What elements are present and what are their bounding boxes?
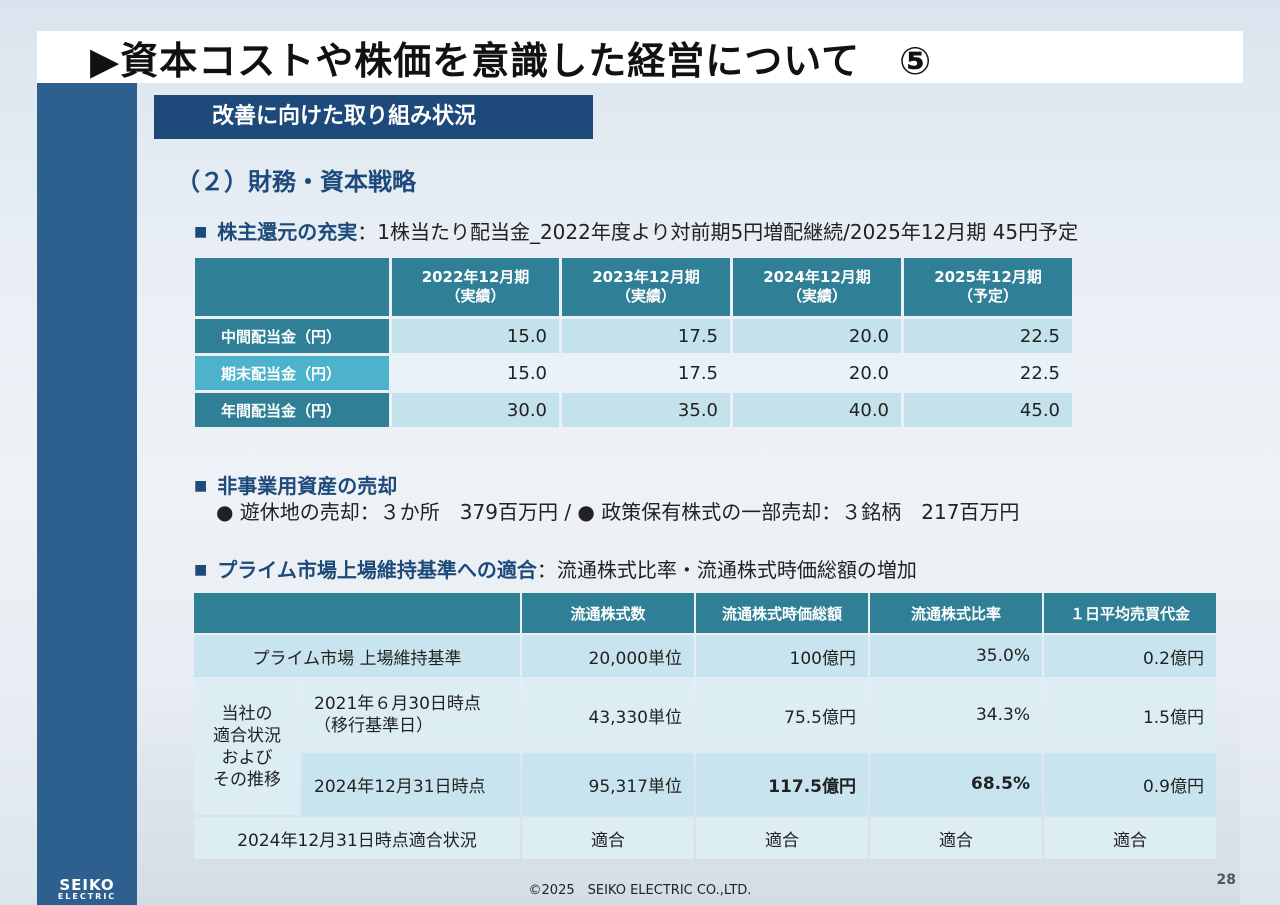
dividend-value: 15.0 — [392, 356, 559, 390]
dividend-value: 17.5 — [562, 356, 730, 390]
prime-row-standard: プライム市場 上場維持基準 20,000単位 100億円 35.0% 0.2億円 — [194, 635, 1216, 677]
prime-market-label: プライム市場上場維持基準への適合 — [217, 558, 537, 582]
title-bar — [37, 31, 1243, 83]
prime-row-label: 2021年６月30日時点 （移行基準日） — [302, 679, 520, 751]
prime-market-text: ：流通株式比率・流通株式時価総額の増加 — [536, 558, 917, 582]
asset-sale-detail: ● 遊休地の売却：３か所 379百万円 / ● 政策保有株式の一部売却：３銘柄 … — [216, 500, 1020, 524]
footer-copyright: ©2025 SEIKO ELECTRIC CO.,LTD. — [528, 883, 752, 898]
prime-status-value: 適合 — [870, 817, 1042, 859]
dividend-value: 17.5 — [562, 319, 730, 353]
dividend-value: 15.0 — [392, 319, 559, 353]
square-bullet-icon: ■ — [194, 224, 208, 240]
square-bullet-icon: ■ — [194, 562, 208, 578]
prime-value: 68.5% — [870, 753, 1042, 815]
square-bullet-icon: ■ — [194, 478, 208, 494]
dividend-value: 45.0 — [904, 393, 1072, 427]
non-business-assets-label: 非事業用資産の売却 — [217, 474, 398, 498]
prime-status-value: 適合 — [522, 817, 694, 859]
company-status-group-label: 当社の 適合状況 および その推移 — [194, 679, 300, 815]
page-number: 28 — [1216, 872, 1236, 888]
shareholder-return-line: ■ 株主還元の充実：1株当たり配当金_2022年度より対前期5円増配継続/2025… — [194, 216, 1078, 245]
prime-value: 34.3% — [870, 679, 1042, 751]
dividend-row-yearend: 期末配当金（円） 15.0 17.5 20.0 22.5 — [195, 356, 1072, 390]
prime-corner-cell — [194, 593, 520, 633]
prime-criteria-table: 流通株式数 流通株式時価総額 流通株式比率 １日平均売買代金 プライム市場 上場… — [192, 591, 1218, 861]
prime-value: 20,000単位 — [522, 635, 694, 677]
prime-market-line: ■ プライム市場上場維持基準への適合：流通株式比率・流通株式時価総額の増加 — [194, 554, 917, 583]
dividend-header-2025: 2025年12月期 （予定） — [904, 258, 1072, 316]
dividend-value: 20.0 — [733, 356, 901, 390]
prime-row-label: 2024年12月31日時点 — [302, 753, 520, 815]
dividend-header-2024: 2024年12月期 （実績） — [733, 258, 901, 316]
prime-value: 43,330単位 — [522, 679, 694, 751]
prime-header: 流通株式比率 — [870, 593, 1042, 633]
dividend-row-annual: 年間配当金（円） 30.0 35.0 40.0 45.0 — [195, 393, 1072, 427]
dividend-corner-cell — [195, 258, 389, 316]
dividend-value: 22.5 — [904, 356, 1072, 390]
sub-heading: （２）財務・資本戦略 — [176, 168, 416, 196]
prime-value: 35.0% — [870, 635, 1042, 677]
dividend-value: 22.5 — [904, 319, 1072, 353]
prime-value: 100億円 — [696, 635, 868, 677]
dividend-row-interim: 中間配当金（円） 15.0 17.5 20.0 22.5 — [195, 319, 1072, 353]
logo-line1: SEIKO — [59, 876, 115, 894]
dividend-value: 35.0 — [562, 393, 730, 427]
prime-value: 0.2億円 — [1044, 635, 1216, 677]
logo-line2: ELECTRIC — [57, 892, 117, 901]
dividend-table: 2022年12月期 （実績） 2023年12月期 （実績） 2024年12月期 （実績… — [192, 255, 1075, 430]
prime-header: 流通株式数 — [522, 593, 694, 633]
dividend-value: 20.0 — [733, 319, 901, 353]
prime-row-label: 2024年12月31日時点適合状況 — [194, 817, 520, 859]
prime-value: 75.5億円 — [696, 679, 868, 751]
seiko-logo: SEIKO ELECTRIC — [38, 878, 136, 902]
prime-header: １日平均売買代金 — [1044, 593, 1216, 633]
non-business-assets-line: ■ 非事業用資産の売却 — [194, 470, 397, 499]
prime-value: 117.5億円 — [696, 753, 868, 815]
dividend-value: 30.0 — [392, 393, 559, 427]
shareholder-return-text: ：1株当たり配当金_2022年度より対前期5円増配継続/2025年12月期 45… — [357, 220, 1079, 244]
left-sidebar — [37, 83, 137, 905]
section-banner: 改善に向けた取り組み状況 — [154, 95, 593, 139]
page-title: ▶資本コストや株価を意識した経営について ⑤ — [90, 39, 933, 83]
dividend-header-2022: 2022年12月期 （実績） — [392, 258, 559, 316]
dividend-row-label: 期末配当金（円） — [195, 356, 389, 390]
prime-value: 95,317単位 — [522, 753, 694, 815]
prime-row-2024: 2024年12月31日時点 95,317単位 117.5億円 68.5% 0.9… — [194, 753, 1216, 815]
prime-row-status: 2024年12月31日時点適合状況 適合 適合 適合 適合 — [194, 817, 1216, 859]
prime-status-value: 適合 — [696, 817, 868, 859]
prime-status-value: 適合 — [1044, 817, 1216, 859]
shareholder-return-label: 株主還元の充実 — [217, 220, 358, 244]
dividend-row-label: 年間配当金（円） — [195, 393, 389, 427]
prime-header: 流通株式時価総額 — [696, 593, 868, 633]
prime-value: 0.9億円 — [1044, 753, 1216, 815]
dividend-row-label: 中間配当金（円） — [195, 319, 389, 353]
prime-row-2021: 当社の 適合状況 および その推移 2021年６月30日時点 （移行基準日） 43,33… — [194, 679, 1216, 815]
prime-row-label: プライム市場 上場維持基準 — [194, 635, 520, 677]
dividend-value: 40.0 — [733, 393, 901, 427]
dividend-header-2023: 2023年12月期 （実績） — [562, 258, 730, 316]
prime-value: 1.5億円 — [1044, 679, 1216, 751]
